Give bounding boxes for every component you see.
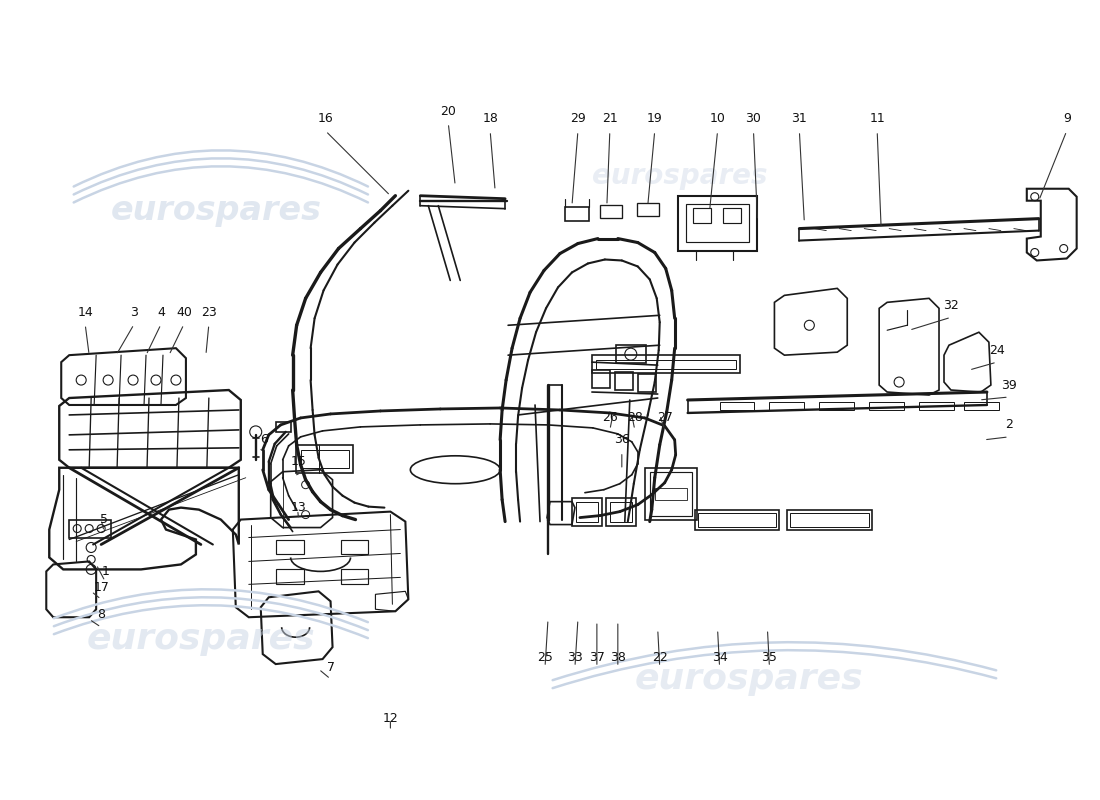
Text: 18: 18 (482, 113, 498, 126)
Bar (69, 519, 111, 538)
Text: 5: 5 (100, 513, 108, 526)
Bar (693, 208, 711, 222)
Bar (615, 372, 632, 390)
Bar (820, 402, 855, 410)
Text: 9: 9 (1063, 113, 1070, 126)
Bar (869, 402, 904, 410)
Bar (341, 539, 368, 554)
Bar (678, 196, 758, 250)
Text: 29: 29 (570, 113, 586, 126)
Text: 32: 32 (943, 299, 959, 312)
Text: 27: 27 (657, 411, 672, 425)
Text: 40: 40 (176, 306, 191, 319)
Bar (637, 202, 659, 216)
Text: 15: 15 (290, 455, 307, 468)
Bar (592, 370, 609, 388)
Text: eurospares: eurospares (635, 662, 864, 696)
Text: 1: 1 (101, 565, 109, 578)
Bar (719, 402, 755, 410)
Bar (592, 355, 739, 373)
Bar (596, 360, 736, 369)
Bar (791, 513, 869, 526)
Bar (685, 204, 749, 242)
Text: 34: 34 (712, 650, 727, 664)
Text: 31: 31 (792, 113, 807, 126)
Text: 17: 17 (94, 581, 109, 594)
Text: 11: 11 (869, 113, 886, 126)
Bar (572, 498, 602, 526)
Text: eurospares: eurospares (592, 162, 768, 190)
Text: 36: 36 (614, 434, 629, 446)
Text: 2: 2 (1005, 418, 1013, 431)
Bar (769, 402, 804, 410)
Text: 39: 39 (1001, 378, 1016, 391)
Text: 23: 23 (201, 306, 217, 319)
Text: 6: 6 (260, 434, 267, 446)
Bar (638, 374, 656, 392)
Text: 10: 10 (710, 113, 726, 126)
Text: 33: 33 (568, 650, 583, 664)
Bar (276, 539, 304, 554)
Text: eurospares: eurospares (110, 194, 321, 227)
Text: 13: 13 (290, 501, 307, 514)
Bar (576, 502, 598, 522)
Text: 3: 3 (130, 306, 138, 319)
Bar (697, 513, 777, 526)
Bar (609, 502, 631, 522)
Text: 30: 30 (746, 113, 761, 126)
Bar (606, 498, 636, 526)
Bar (788, 510, 872, 530)
Text: 22: 22 (652, 650, 668, 664)
Text: eurospares: eurospares (87, 622, 316, 656)
Text: 7: 7 (327, 661, 334, 674)
Text: 25: 25 (537, 650, 553, 664)
Text: 4: 4 (157, 306, 165, 319)
Bar (920, 402, 954, 410)
Text: 24: 24 (989, 344, 1004, 357)
Bar (723, 208, 740, 222)
Text: 28: 28 (627, 411, 642, 425)
Text: 26: 26 (602, 411, 618, 425)
Text: 8: 8 (97, 608, 106, 621)
Bar (650, 472, 692, 515)
Text: 38: 38 (609, 650, 626, 664)
Bar (341, 570, 368, 584)
Bar (654, 488, 686, 500)
Bar (276, 570, 304, 584)
Bar (645, 468, 696, 519)
Bar (600, 205, 621, 218)
Bar (565, 206, 588, 221)
Text: 19: 19 (647, 113, 662, 126)
Text: 35: 35 (761, 650, 778, 664)
Text: 21: 21 (602, 113, 618, 126)
Text: 20: 20 (440, 105, 456, 118)
Bar (296, 445, 353, 473)
Bar (694, 510, 780, 530)
Bar (616, 345, 646, 363)
Text: 16: 16 (318, 113, 333, 126)
Text: 14: 14 (77, 306, 94, 319)
Bar (300, 450, 349, 468)
Text: 37: 37 (588, 650, 605, 664)
Text: 12: 12 (383, 712, 398, 726)
Bar (964, 402, 999, 410)
